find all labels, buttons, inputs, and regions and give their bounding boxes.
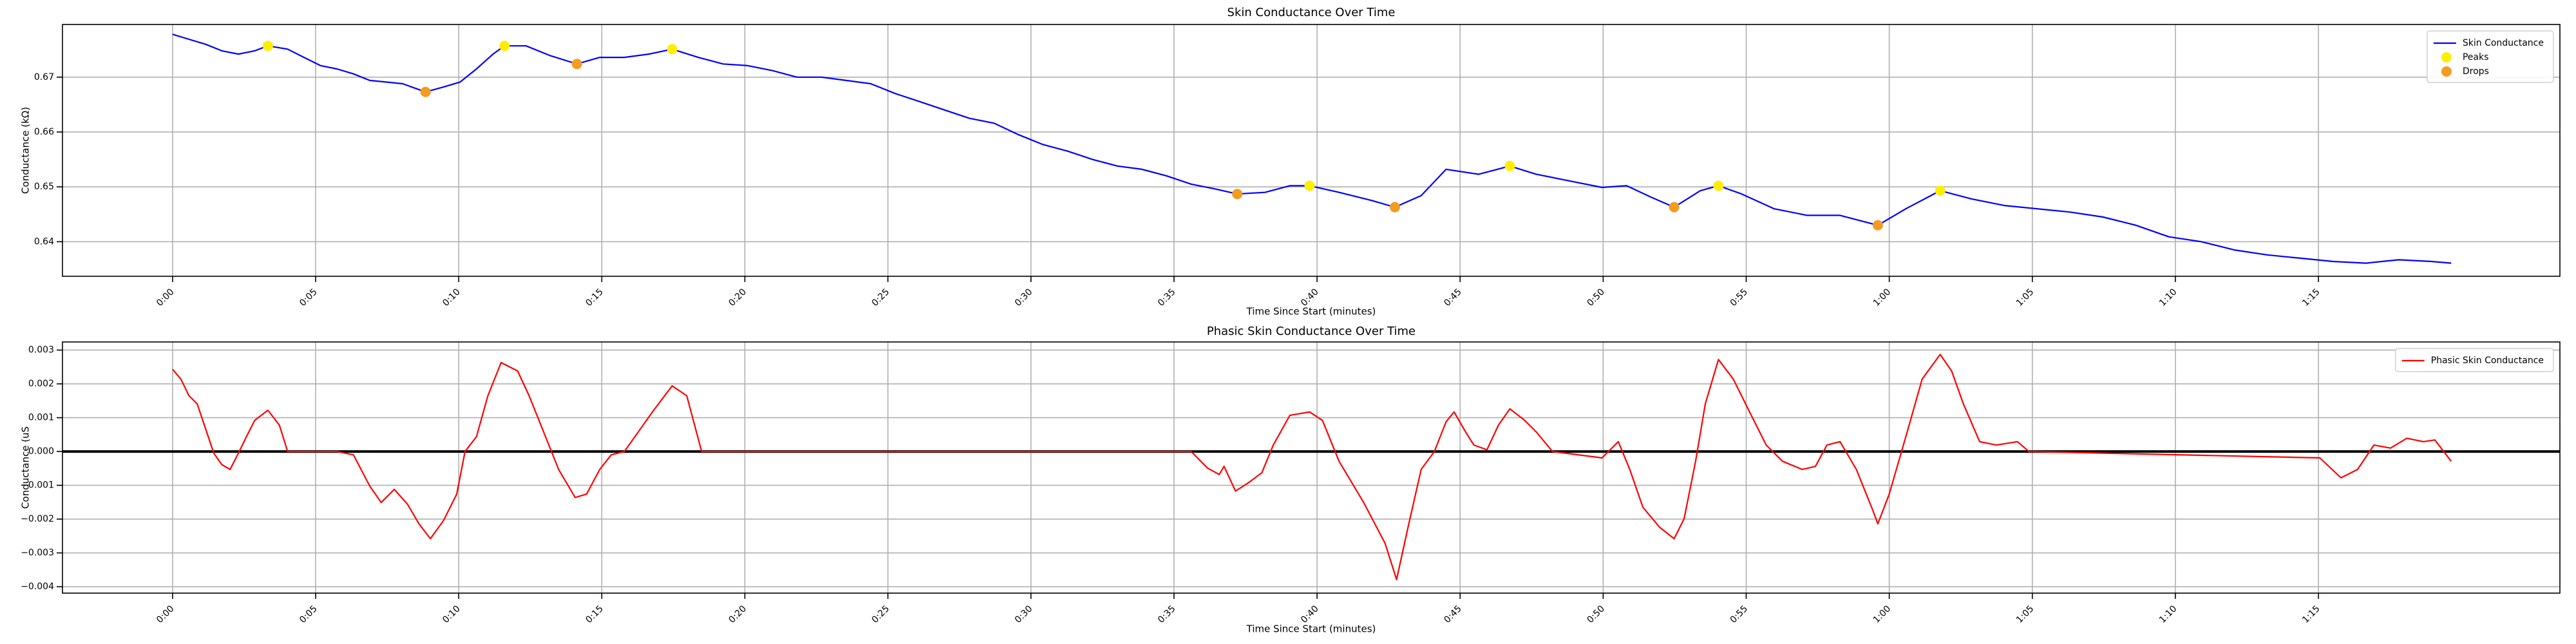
y-tick-label: 0.000	[28, 446, 54, 457]
data-point	[1504, 160, 1515, 171]
y-tick-label: −0.001	[21, 480, 54, 491]
y-tick-label: −0.003	[21, 548, 54, 558]
axes-frame	[62, 24, 2561, 277]
data-point	[1669, 202, 1680, 213]
axes-frame	[62, 341, 2561, 594]
data-point	[262, 41, 273, 52]
x-tick-label: 0:05	[298, 603, 319, 625]
y-tick-label: 0.66	[34, 127, 54, 137]
y-tick-label: −0.004	[21, 582, 54, 592]
x-tick-label: 0:20	[727, 287, 749, 308]
x-tick-label: 0:10	[440, 603, 462, 625]
x-tick-label: 0:30	[1013, 287, 1035, 308]
y-tick-label: 0.64	[34, 236, 54, 247]
legend: Phasic Skin Conductance	[2394, 348, 2554, 372]
x-tick-label: 0:00	[155, 287, 176, 308]
x-tick-label: 1:10	[2157, 603, 2179, 625]
chart-title: Skin Conductance Over Time	[1227, 6, 1396, 19]
data-point	[1872, 220, 1883, 231]
x-tick-label: 1:05	[2014, 287, 2036, 308]
legend-swatch	[2441, 66, 2452, 77]
x-tick-label: 1:05	[2014, 603, 2036, 625]
data-point	[1713, 180, 1724, 191]
data-point	[571, 59, 582, 70]
plot-area	[62, 354, 2560, 581]
x-tick-label: 1:15	[2300, 603, 2322, 625]
legend: Skin Conductance Peaks Drops	[2427, 30, 2554, 83]
x-tick-label: 1:15	[2300, 287, 2322, 308]
legend-box	[2427, 30, 2554, 83]
legend-label: Skin Conductance	[2463, 38, 2544, 48]
x-tick-label: 0:20	[727, 603, 749, 625]
data-point	[1935, 185, 1946, 196]
data-line	[172, 354, 2452, 581]
x-tick-label: 0:40	[1299, 603, 1321, 625]
x-tick-label: 0:55	[1728, 287, 1750, 308]
y-axis-label: Conductance (kΩ)	[20, 107, 32, 194]
x-tick-label: 0:50	[1585, 287, 1607, 308]
y-axis-label: Conductance (uS	[20, 426, 32, 509]
x-tick-label: 0:35	[1156, 603, 1178, 625]
y-tick-label: 0.002	[28, 379, 54, 389]
y-tick-label: 0.001	[28, 413, 54, 423]
legend-label: Peaks	[2463, 52, 2489, 62]
data-point	[1389, 202, 1400, 213]
x-tick-label: 1:00	[1871, 287, 1893, 308]
legend-label: Phasic Skin Conductance	[2431, 355, 2544, 366]
x-tick-label: 0:15	[584, 287, 606, 308]
data-line	[172, 33, 2452, 264]
legend-swatch	[2441, 52, 2452, 62]
x-axis-label: Time Since Start (minutes)	[1246, 306, 1376, 317]
x-tick-label: 0:45	[1442, 603, 1464, 625]
data-point	[667, 44, 677, 55]
data-point	[1232, 189, 1243, 200]
x-tick-label: 0:15	[584, 603, 606, 625]
y-tick-label: 0.003	[28, 345, 54, 355]
x-tick-label: 0:35	[1156, 287, 1178, 308]
y-tick-label: 0.67	[34, 72, 54, 82]
x-tick-label: 1:00	[1871, 603, 1893, 625]
legend-label: Drops	[2463, 66, 2489, 77]
legend-box	[2394, 348, 2554, 372]
x-tick-label: 0:45	[1442, 287, 1464, 308]
x-tick-label: 0:05	[298, 287, 319, 308]
y-tick-label: 0.65	[34, 182, 54, 192]
x-tick-label: 0:25	[870, 287, 892, 308]
x-tick-label: 0:00	[155, 603, 176, 625]
data-point	[499, 41, 510, 52]
x-axis-label: Time Since Start (minutes)	[1246, 623, 1376, 635]
x-tick-label: 0:55	[1728, 603, 1750, 625]
x-tick-label: 0:30	[1013, 603, 1035, 625]
chart-title: Phasic Skin Conductance Over Time	[1207, 325, 1416, 338]
x-tick-label: 0:50	[1585, 603, 1607, 625]
x-tick-label: 0:25	[870, 603, 892, 625]
x-tick-label: 0:10	[440, 287, 462, 308]
data-point	[420, 86, 431, 97]
plot-area	[172, 33, 2452, 264]
x-tick-label: 1:10	[2157, 287, 2179, 308]
y-tick-label: −0.002	[21, 514, 54, 524]
subplot: Skin Conductance Over Time Time Since Sta…	[20, 6, 2561, 317]
subplot: Phasic Skin Conductance Over Time Time Si…	[20, 325, 2561, 635]
data-point	[1304, 180, 1315, 191]
